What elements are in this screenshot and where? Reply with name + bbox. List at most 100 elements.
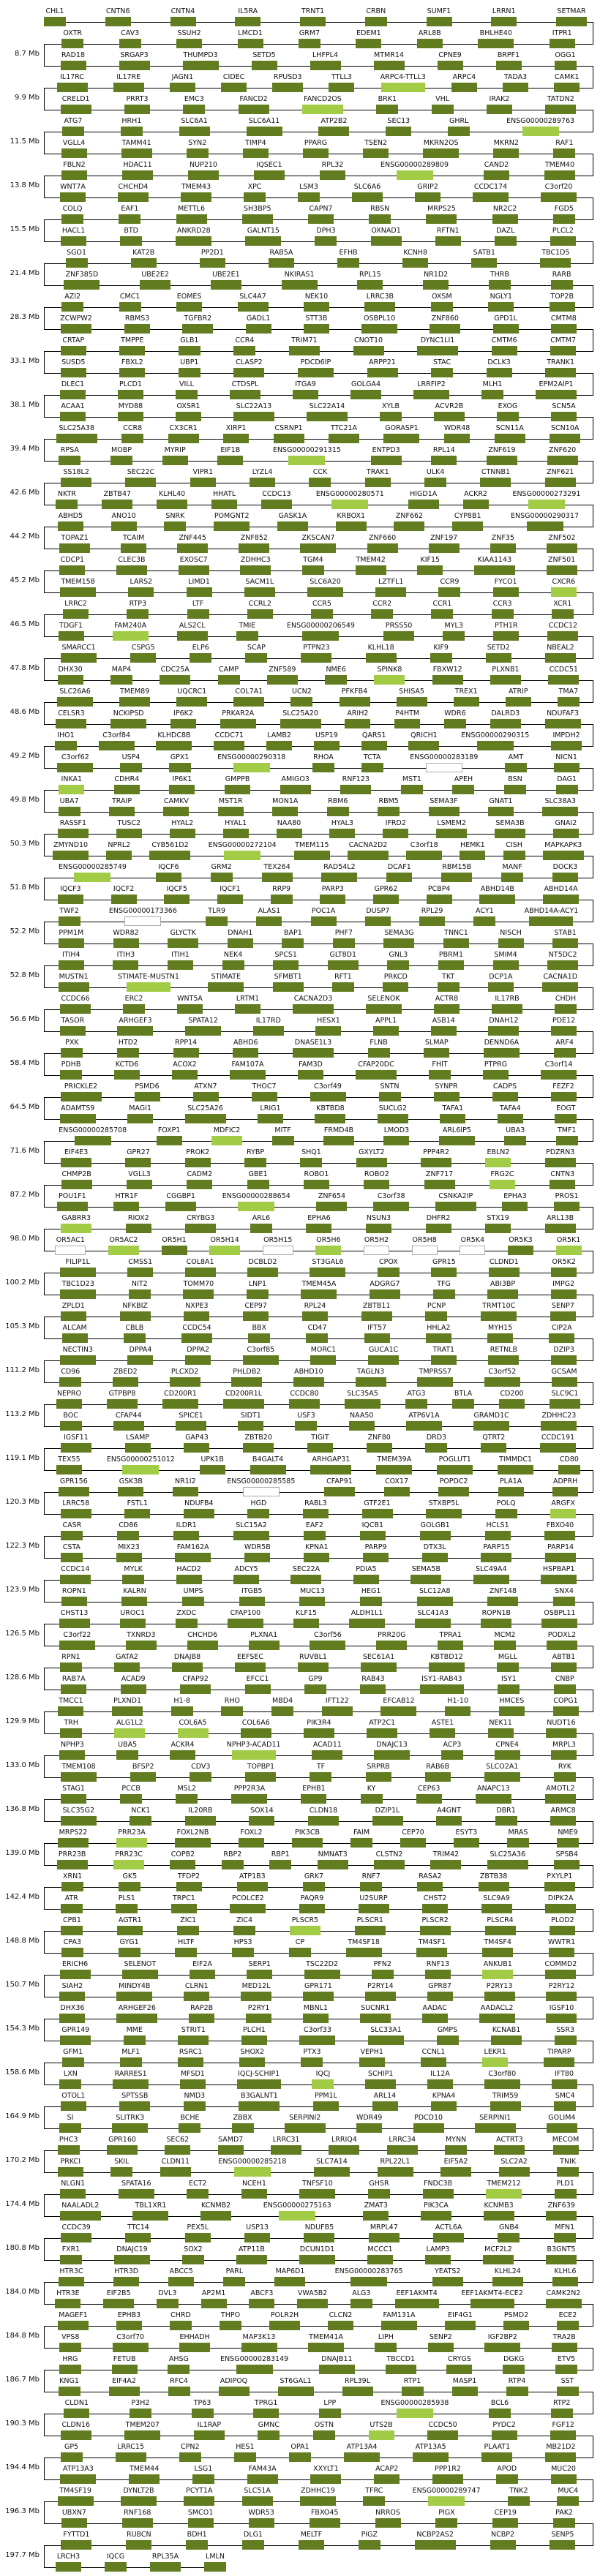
gene-bar[interactable] [431,105,454,114]
gene-bar[interactable] [59,1992,86,2001]
gene-item[interactable]: SLC2A2 [498,2158,530,2177]
gene-bar[interactable] [369,214,391,224]
gene-item[interactable]: ITGB5 [239,1587,265,1606]
gene-item[interactable]: LMCD1 [237,29,263,48]
gene-item[interactable]: CLSTN2 [374,1850,405,1869]
gene-item[interactable]: CFAP100 [227,1609,263,1628]
gene-item[interactable]: TMEM40 [544,161,575,180]
gene-item[interactable]: ZNF621 [544,468,576,487]
gene-bar[interactable] [170,1860,196,1869]
gene-bar[interactable] [372,895,399,904]
gene-bar[interactable] [522,127,559,136]
gene-item[interactable]: GXYLT2 [356,1148,387,1167]
gene-bar[interactable] [396,697,427,707]
gene-item[interactable]: PIGX [435,2509,458,2528]
gene-bar[interactable] [292,1838,323,1848]
gene-bar[interactable] [125,1158,151,1167]
gene-bar[interactable] [56,1860,88,1869]
gene-bar[interactable] [460,851,486,860]
gene-bar[interactable] [497,1662,519,1672]
gene-item[interactable]: DNAJB11 [318,2355,355,2374]
gene-bar[interactable] [55,2299,81,2308]
gene-item[interactable]: SIAH2 [59,1982,86,2001]
gene-item[interactable]: IFT122 [321,1697,353,1716]
gene-item[interactable]: OR5H6 [315,1236,342,1255]
gene-bar[interactable] [178,346,200,355]
gene-bar[interactable] [361,763,383,772]
gene-bar[interactable] [245,236,282,246]
gene-bar[interactable] [416,1597,453,1606]
gene-item[interactable]: PTX3 [301,2048,323,2067]
gene-item[interactable]: ENSG00000289809 [380,161,449,180]
gene-item[interactable]: TM4SF4 [482,1938,514,1957]
gene-item[interactable]: NDUFB4 [183,1499,214,1518]
gene-item[interactable]: TREX1 [453,688,479,707]
gene-item[interactable]: MSL2 [176,1785,198,1804]
gene-bar[interactable] [191,2409,214,2418]
gene-item[interactable]: SGO1 [65,249,88,268]
gene-item[interactable]: ESYT3 [454,1829,479,1848]
gene-bar[interactable] [373,1202,410,1211]
gene-item[interactable]: OXTR [61,29,84,48]
gene-bar[interactable] [425,1443,448,1453]
gene-item[interactable]: PBRM1 [438,951,464,970]
gene-bar[interactable] [301,1794,327,1804]
gene-item[interactable]: FOXL2 [239,1829,264,1848]
gene-bar[interactable] [435,236,461,246]
gene-item[interactable]: PDIA5 [353,1565,379,1584]
gene-bar[interactable] [492,214,518,224]
gene-bar[interactable] [438,1487,470,1496]
gene-bar[interactable] [425,1311,448,1321]
gene-item[interactable]: ENSG00000173366 [109,907,177,926]
gene-bar[interactable] [114,2255,150,2264]
gene-item[interactable]: SYN2 [186,139,209,158]
gene-bar[interactable] [61,170,87,180]
gene-item[interactable]: NSUN3 [366,1214,391,1233]
gene-item[interactable]: GPR149 [60,2026,91,2045]
gene-item[interactable]: MCM2 [494,1631,517,1650]
gene-bar[interactable] [130,258,157,268]
gene-bar[interactable] [118,390,143,399]
gene-item[interactable]: ALG3 [350,2289,372,2308]
gene-item[interactable]: SLC6A11 [246,117,282,136]
gene-bar[interactable] [554,1202,580,1211]
gene-bar[interactable] [551,412,577,421]
gene-item[interactable]: HHLA2 [425,1324,451,1343]
gene-item[interactable]: EEFSEC [235,1653,266,1672]
gene-item[interactable]: PIGZ [358,2531,380,2550]
gene-bar[interactable] [123,1004,145,1014]
gene-bar[interactable] [61,127,84,136]
gene-bar[interactable] [494,1750,520,1760]
gene-item[interactable]: CACNA2D3 [293,995,334,1014]
gene-item[interactable]: SACM1L [244,578,275,597]
gene-bar[interactable] [383,434,420,443]
gene-bar[interactable] [375,2518,401,2528]
gene-item[interactable]: FANCD2 [238,95,269,114]
gene-item[interactable]: TIPARP [544,2048,575,2067]
gene-bar[interactable] [310,1268,346,1277]
gene-bar[interactable] [182,324,214,334]
gene-bar[interactable] [298,2540,324,2550]
gene-item[interactable]: RYK [553,1763,576,1782]
gene-item[interactable]: APEH [452,775,475,794]
gene-item[interactable]: C3orf14 [541,1061,577,1080]
gene-bar[interactable] [244,1158,267,1167]
gene-item[interactable]: EDEM1 [356,29,382,48]
gene-bar[interactable] [61,1794,87,1804]
gene-item[interactable]: NICN1 [553,753,580,772]
gene-item[interactable]: SPATA16 [118,2180,154,2199]
gene-item[interactable]: TMEM39A [376,1455,413,1475]
gene-bar[interactable] [542,807,579,816]
gene-bar[interactable] [406,851,443,860]
gene-item[interactable]: ACTL6A [433,2223,465,2242]
gene-bar[interactable] [323,1487,355,1496]
gene-item[interactable]: RPN1 [60,1653,82,1672]
gene-bar[interactable] [348,851,389,860]
gene-bar[interactable] [225,785,251,794]
gene-item[interactable]: GABRR3 [61,1214,92,1233]
gene-item[interactable]: MANF [501,863,524,882]
gene-item[interactable]: TSEN2 [363,139,389,158]
gene-item[interactable]: PCNP [425,1302,448,1321]
gene-item[interactable]: P3H2 [129,2399,151,2418]
gene-bar[interactable] [60,2452,83,2462]
